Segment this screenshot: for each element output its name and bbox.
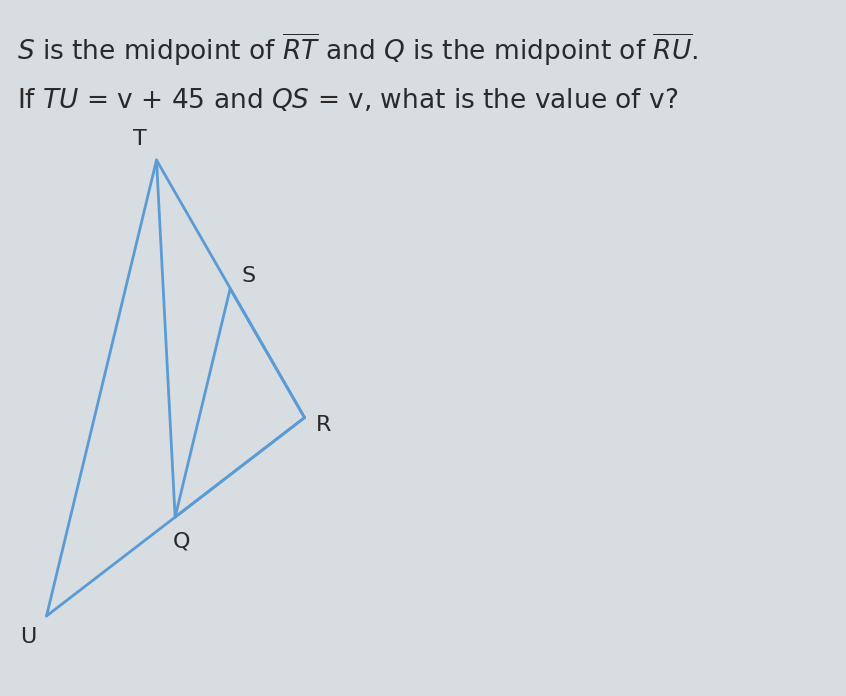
Text: If $\mathit{TU}$ = v + 45 and $\mathit{QS}$ = v, what is the value of v?: If $\mathit{TU}$ = v + 45 and $\mathit{Q… — [17, 87, 678, 114]
Text: R: R — [316, 415, 331, 434]
Text: U: U — [19, 627, 36, 647]
Text: $\mathit{S}$ is the midpoint of $\overline{RT}$ and $\mathit{Q}$ is the midpoint: $\mathit{S}$ is the midpoint of $\overli… — [17, 31, 698, 68]
Text: T: T — [133, 129, 146, 149]
Text: Q: Q — [173, 532, 190, 551]
Text: S: S — [242, 267, 255, 286]
